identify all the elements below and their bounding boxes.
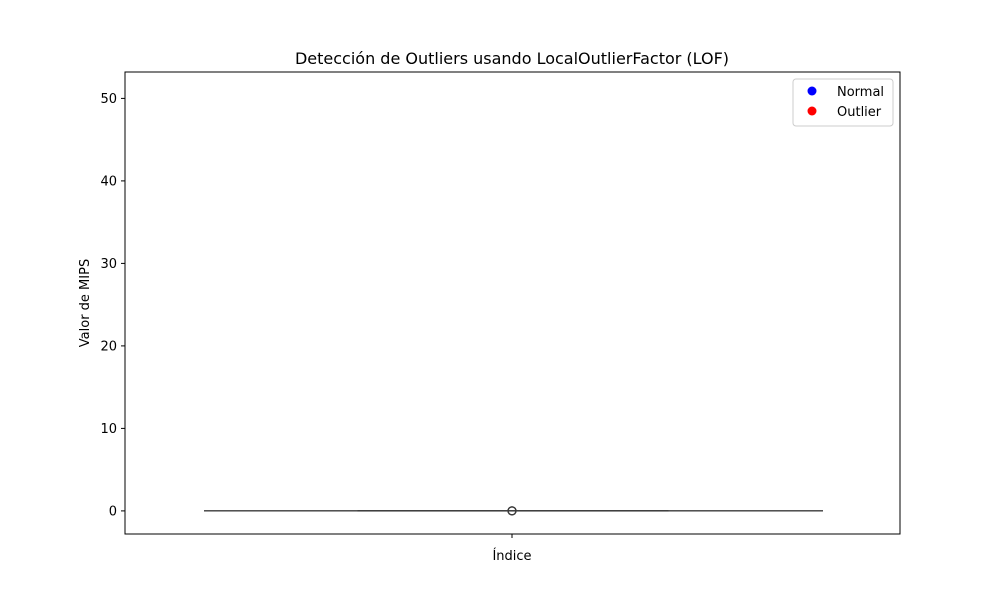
legend-marker-outlier <box>807 106 817 116</box>
outlier-point <box>507 506 517 516</box>
y-tick-label: 10 <box>100 422 117 437</box>
legend-label-normal: Normal <box>837 85 884 100</box>
y-tick-label: 20 <box>100 339 117 354</box>
y-tick-label: 40 <box>100 174 117 189</box>
boxplot <box>204 506 823 516</box>
y-tick-label: 30 <box>100 257 117 272</box>
y-axis-label: Valor de MIPS <box>78 259 93 347</box>
y-tick-label: 50 <box>100 92 117 107</box>
legend-marker-normal <box>807 86 817 96</box>
legend-label-outlier: Outlier <box>837 105 882 120</box>
y-axis: 0 10 20 30 40 50 <box>100 92 125 519</box>
legend-frame <box>792 78 894 127</box>
y-tick-label: 0 <box>109 504 117 519</box>
x-axis-label: Índice <box>492 548 531 564</box>
chart-title: Detección de Outliers usando LocalOutlie… <box>295 49 729 68</box>
legend: Normal Outlier <box>792 78 894 127</box>
